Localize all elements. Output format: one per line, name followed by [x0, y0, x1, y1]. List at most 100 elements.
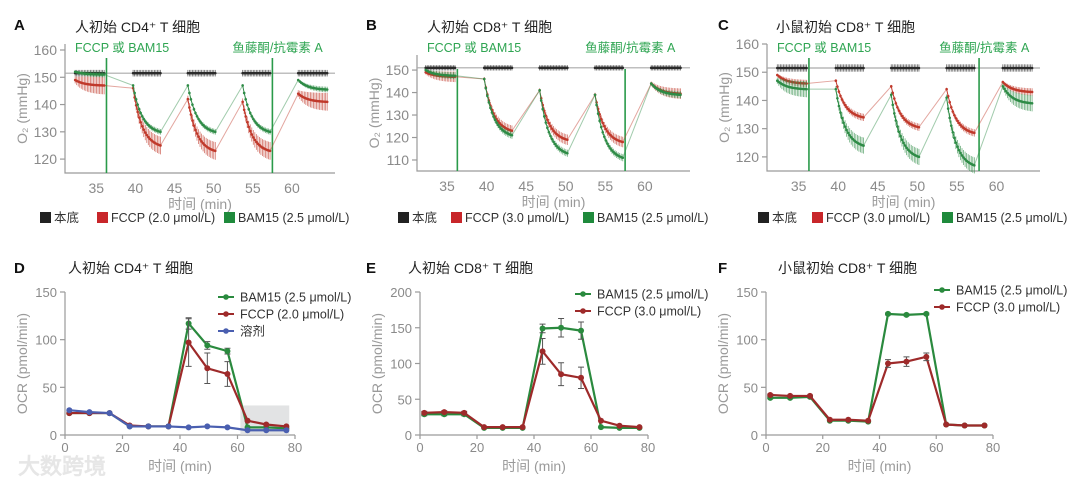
data-point	[159, 71, 162, 75]
data-point	[596, 112, 600, 115]
x-tick-label: 0	[762, 440, 769, 455]
data-point	[957, 148, 961, 152]
data-point	[900, 114, 904, 118]
connector-line	[622, 83, 652, 158]
data-point	[325, 100, 329, 104]
connector-line	[566, 94, 596, 141]
panel-b: B 人初始 CD8⁺ T 细胞 110 120 130 140 150 35 40 45 50 55 6…	[366, 17, 708, 225]
connector-line	[863, 94, 892, 146]
data-point	[1030, 66, 1034, 70]
injection-label: FCCP 或 BAM15	[427, 41, 521, 55]
data-point	[136, 110, 139, 114]
data-point	[621, 66, 625, 70]
data-point	[903, 144, 907, 147]
connector-line	[622, 83, 652, 143]
x-tick-label: 50	[558, 178, 574, 194]
data-point	[487, 101, 491, 104]
series-fccp	[767, 352, 988, 429]
data-point	[845, 128, 848, 132]
y-axis-label: O₂ (mmHg)	[366, 78, 382, 149]
data-point	[142, 128, 146, 131]
y-axis-label: OCR (pmol/min)	[14, 313, 30, 414]
data-point	[607, 144, 611, 148]
legend-swatch	[398, 212, 409, 223]
panel-title: 小鼠初始 CD8⁺ T 细胞	[776, 19, 915, 35]
x-tick-label: 20	[115, 440, 129, 455]
data-point	[263, 421, 270, 428]
data-point	[325, 88, 329, 91]
legend-label: FCCP (3.0 μmol/L)	[826, 211, 930, 225]
data-point	[849, 136, 853, 139]
data-point	[836, 96, 839, 100]
x-tick-label: 40	[830, 178, 846, 194]
series-basal	[775, 64, 1034, 72]
legend-label: BAM15 (2.5 μmol/L)	[238, 211, 349, 225]
panel-letter: D	[14, 260, 25, 277]
panel-letter: E	[366, 260, 376, 277]
data-point	[891, 103, 895, 107]
data-point	[224, 348, 231, 355]
data-point	[885, 360, 892, 367]
data-point	[490, 111, 494, 114]
data-point	[893, 97, 896, 100]
y-tick-label: 160	[736, 36, 760, 52]
data-point	[956, 119, 959, 123]
data-point	[139, 120, 142, 124]
data-point	[145, 133, 149, 137]
data-point	[949, 105, 953, 109]
data-point	[602, 135, 606, 138]
data-point	[558, 371, 565, 378]
injection-label: FCCP 或 BAM15	[75, 41, 169, 55]
data-point	[962, 156, 965, 159]
x-tick-label: 55	[245, 180, 261, 196]
data-point	[1001, 85, 1005, 88]
legend-marker	[939, 287, 945, 293]
data-point	[862, 66, 865, 70]
data-point	[198, 120, 202, 123]
data-point	[953, 136, 956, 140]
data-point	[862, 116, 865, 119]
data-point	[598, 119, 601, 123]
data-point	[102, 73, 106, 76]
data-point	[1030, 101, 1034, 105]
data-point	[192, 107, 196, 111]
injection-label: 鱼藤酮/抗霉素 A	[232, 40, 323, 55]
panel-letter: C	[718, 17, 729, 34]
data-point	[902, 116, 905, 120]
data-point	[241, 100, 244, 104]
data-point	[842, 101, 845, 104]
data-point	[268, 130, 272, 134]
data-point	[954, 116, 958, 120]
panel-title: 人初始 CD4⁺ T 细胞	[75, 19, 200, 35]
data-point	[552, 140, 555, 144]
x-tick-label: 60	[230, 440, 244, 455]
data-point	[461, 409, 468, 416]
data-point	[453, 74, 457, 77]
data-point	[145, 423, 152, 430]
data-point	[903, 358, 910, 365]
y-tick-label: 110	[387, 152, 410, 168]
data-point	[862, 144, 865, 147]
data-point	[550, 137, 554, 141]
data-point	[550, 127, 554, 130]
data-point	[126, 423, 133, 430]
data-point	[250, 114, 254, 118]
data-point	[1030, 90, 1034, 94]
data-point	[897, 130, 901, 134]
data-point	[244, 115, 247, 118]
legend-swatch	[812, 212, 823, 223]
data-point	[519, 424, 526, 431]
data-point	[837, 90, 841, 93]
data-point	[242, 91, 246, 95]
data-point	[189, 113, 193, 116]
panel-letter: B	[366, 17, 377, 34]
data-point	[787, 392, 794, 399]
panel-c: C 小鼠初始 CD8⁺ T 细胞 120 130 140 150 160 35 40 45 50 55…	[716, 17, 1067, 225]
data-point	[539, 348, 546, 355]
data-point	[542, 115, 546, 118]
data-point	[948, 116, 952, 120]
connector-line	[269, 79, 299, 133]
legend-label: 本底	[412, 210, 437, 225]
data-point	[949, 124, 953, 127]
legend-swatch	[40, 212, 51, 223]
